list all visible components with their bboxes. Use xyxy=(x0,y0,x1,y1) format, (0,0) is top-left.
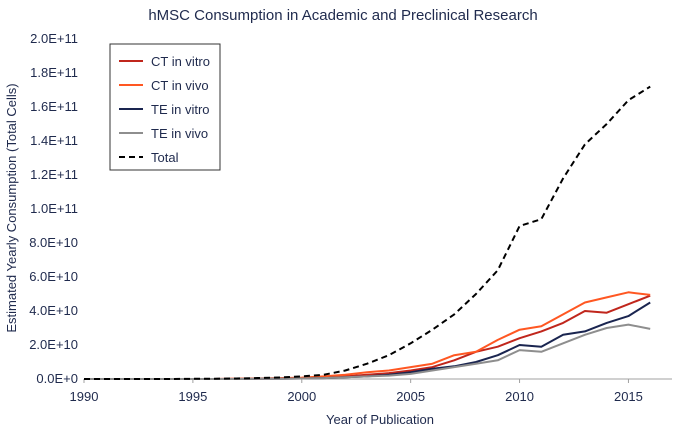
series-line-ct-in-vivo xyxy=(84,291,651,380)
legend-label: CT in vivo xyxy=(151,78,209,93)
legend-label: TE in vitro xyxy=(151,102,210,117)
y-tick-label: 1.6E+11 xyxy=(30,99,78,114)
y-tick-label: 1.4E+11 xyxy=(30,133,78,148)
x-tick-label: 2015 xyxy=(614,389,643,404)
legend-box xyxy=(109,43,221,171)
series-line-ct-in-vitro xyxy=(84,294,651,380)
x-tick-label: 2005 xyxy=(396,389,425,404)
y-tick-label: 1.2E+11 xyxy=(30,167,78,182)
series-line-te-in-vivo xyxy=(84,323,651,380)
x-tick-label: 2010 xyxy=(505,389,534,404)
y-tick-label: 1.8E+11 xyxy=(30,65,78,80)
series-lines xyxy=(84,85,651,380)
legend-items: CT in vitro CT in vivo TE in vitro TE in vi… xyxy=(119,54,210,165)
y-tick-label: 2.0E+10 xyxy=(29,337,78,352)
x-axis-ticks: 1990 1995 2000 2005 2010 2015 xyxy=(70,379,643,404)
x-tick-label: 2000 xyxy=(287,389,316,404)
x-axis-label: Year of Publication xyxy=(326,412,434,427)
y-tick-label: 4.0E+10 xyxy=(29,303,78,318)
legend-label: TE in vivo xyxy=(151,126,208,141)
y-tick-label: 8.0E+10 xyxy=(29,235,78,250)
series-line-total xyxy=(84,85,651,380)
y-tick-label: 1.0E+11 xyxy=(30,201,78,216)
legend-label: Total xyxy=(151,150,179,165)
x-tick-label: 1995 xyxy=(178,389,207,404)
y-axis-ticks: 0.0E+0 2.0E+10 4.0E+10 6.0E+10 8.0E+10 1.0E+1… xyxy=(29,31,78,386)
y-tick-label: 6.0E+10 xyxy=(29,269,78,284)
legend-label: CT in vitro xyxy=(151,54,210,69)
y-tick-label: 0.0E+0 xyxy=(36,371,78,386)
plot-area: 0.0E+0 2.0E+10 4.0E+10 6.0E+10 8.0E+10 1.0E+1… xyxy=(29,31,672,404)
y-axis-label: Estimated Yearly Consumption (Total Cell… xyxy=(4,83,19,332)
legend: CT in vitro CT in vivo TE in vitro TE in vi… xyxy=(109,43,221,171)
chart-title: hMSC Consumption in Academic and Preclin… xyxy=(148,7,537,24)
y-tick-label: 2.0E+11 xyxy=(30,31,78,46)
x-tick-label: 1990 xyxy=(70,389,99,404)
